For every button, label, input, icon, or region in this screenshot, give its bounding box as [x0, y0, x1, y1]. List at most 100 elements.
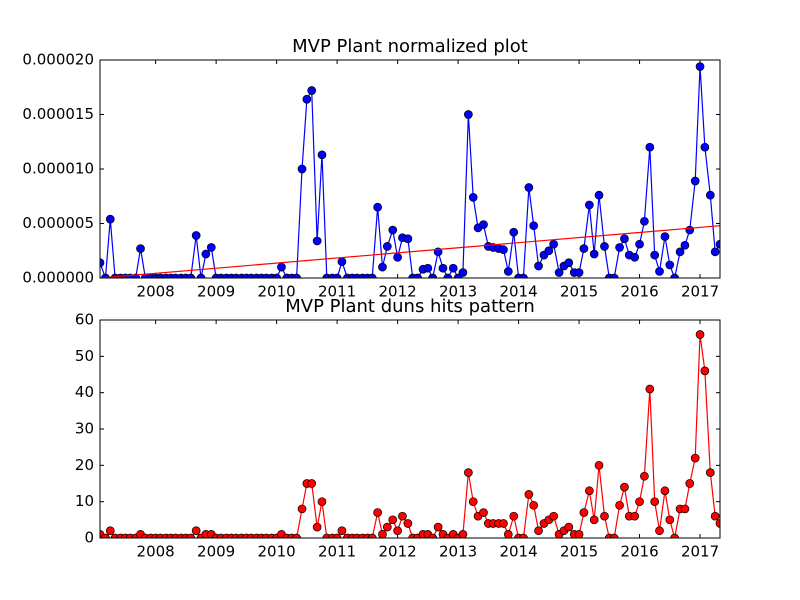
- point: [665, 515, 675, 525]
- point: [695, 330, 705, 339]
- x-tick-label: 2015: [560, 543, 598, 561]
- point: [534, 261, 543, 271]
- axes-frame: [99, 319, 721, 539]
- point: [645, 142, 655, 152]
- point: [479, 508, 488, 517]
- point: [191, 231, 201, 240]
- point: [423, 263, 433, 273]
- point: [620, 234, 629, 244]
- point: [382, 242, 392, 251]
- point: [307, 86, 317, 95]
- point: [101, 533, 110, 538]
- y-tick-label: 0.000015: [22, 105, 94, 123]
- point: [635, 497, 644, 507]
- point: [615, 500, 624, 510]
- point: [710, 247, 720, 257]
- point: [468, 192, 478, 202]
- point: [630, 511, 640, 521]
- point: [403, 519, 413, 528]
- point: [630, 252, 640, 262]
- point: [398, 511, 407, 521]
- point: [458, 530, 468, 538]
- point: [443, 273, 453, 278]
- y-tick-label: 0: [84, 529, 94, 547]
- point: [564, 258, 574, 268]
- point: [438, 263, 448, 273]
- point: [529, 500, 539, 510]
- point: [524, 490, 534, 499]
- point: [670, 273, 679, 278]
- x-tick-label: 2017: [681, 543, 719, 561]
- y-tick-label: 0.000020: [22, 51, 94, 69]
- point: [317, 497, 327, 507]
- point: [393, 526, 402, 536]
- point: [388, 225, 398, 235]
- point: [393, 252, 402, 262]
- point: [650, 497, 660, 507]
- point: [655, 267, 664, 276]
- series-line: [100, 334, 720, 538]
- point: [574, 268, 584, 277]
- point: [297, 504, 307, 514]
- point: [524, 183, 534, 192]
- point: [499, 245, 508, 255]
- point: [292, 273, 301, 278]
- point: [620, 482, 629, 492]
- chart-title: MVP Plant normalized plot: [292, 36, 528, 57]
- point: [191, 526, 201, 536]
- x-tick-label: 2012: [379, 283, 417, 301]
- point: [105, 526, 115, 536]
- y-tick-label: 0.000010: [22, 160, 94, 178]
- point: [433, 522, 443, 532]
- point: [519, 533, 528, 538]
- series-line: [100, 66, 720, 278]
- point: [645, 384, 655, 394]
- x-tick-label: 2015: [560, 283, 598, 301]
- point: [186, 273, 196, 278]
- point: [700, 142, 710, 152]
- point: [373, 202, 382, 212]
- y-tick-label: 10: [75, 492, 94, 510]
- point: [509, 227, 519, 237]
- point: [458, 268, 468, 277]
- point: [609, 533, 619, 538]
- point: [503, 267, 513, 276]
- point: [373, 508, 382, 517]
- point: [690, 453, 700, 463]
- point: [367, 533, 377, 538]
- x-tick-label: 2011: [318, 543, 356, 561]
- point: [640, 471, 649, 481]
- point: [690, 176, 700, 186]
- axes-frame: [99, 59, 721, 279]
- point: [367, 273, 377, 278]
- x-tick-label: 2013: [439, 283, 477, 301]
- point: [665, 260, 675, 270]
- point: [600, 242, 609, 251]
- point: [680, 504, 690, 514]
- point: [464, 468, 473, 477]
- point: [680, 240, 690, 250]
- point: [549, 239, 559, 249]
- point: [332, 533, 342, 538]
- point: [206, 243, 216, 252]
- x-tick-label: 2008: [137, 283, 175, 301]
- point: [378, 262, 387, 272]
- point: [594, 460, 604, 470]
- point: [196, 273, 206, 278]
- point: [715, 239, 720, 249]
- point: [317, 150, 327, 160]
- point: [544, 246, 554, 256]
- point: [292, 533, 301, 538]
- point: [100, 258, 105, 268]
- point: [675, 247, 685, 257]
- point: [464, 110, 473, 119]
- point: [272, 273, 281, 278]
- point: [468, 497, 478, 507]
- point: [403, 234, 413, 244]
- point: [136, 244, 145, 253]
- point: [589, 249, 599, 259]
- point: [186, 533, 196, 538]
- point: [388, 515, 398, 525]
- point: [584, 486, 594, 496]
- y-tick-label: 20: [75, 456, 94, 474]
